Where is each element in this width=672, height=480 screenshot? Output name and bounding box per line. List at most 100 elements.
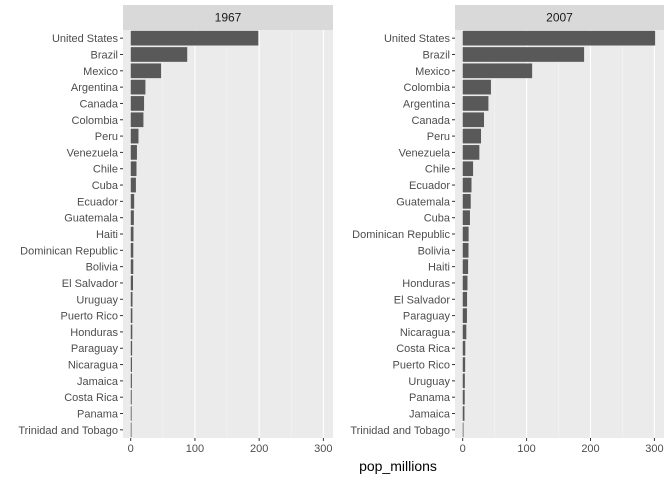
category-label: Peru: [95, 131, 118, 143]
facet-strip-label-0: 1967: [215, 11, 242, 25]
panel-background-0: [123, 30, 333, 438]
category-label: Argentina: [403, 98, 451, 110]
bar: [462, 210, 470, 226]
bar: [130, 373, 132, 389]
category-label: Uruguay: [408, 376, 450, 388]
category-label: Dominican Republic: [20, 245, 118, 257]
bar: [462, 145, 480, 160]
category-label: Jamaica: [77, 376, 119, 388]
bar: [462, 194, 471, 209]
bar: [130, 177, 136, 193]
bar: [462, 47, 585, 62]
x-tick-label: 300: [314, 443, 332, 455]
bar: [130, 112, 144, 128]
bar: [130, 357, 132, 372]
category-label: Mexico: [415, 66, 450, 78]
category-label: Cuba: [92, 180, 119, 192]
category-label: Ecuador: [77, 196, 118, 208]
bar: [462, 161, 474, 177]
bar: [462, 128, 482, 144]
bar: [462, 422, 464, 438]
bar: [462, 275, 468, 291]
category-label: Chile: [93, 164, 118, 176]
bar: [130, 406, 132, 421]
facet-strip-1: [455, 5, 664, 30]
category-label: Bolivia: [86, 262, 119, 274]
bar: [462, 63, 533, 79]
category-label: Colombia: [72, 115, 119, 127]
category-label: El Salvador: [394, 294, 451, 306]
category-label: Uruguay: [76, 294, 118, 306]
category-label: El Salvador: [62, 278, 119, 290]
bar: [130, 30, 259, 46]
x-tick-label: 0: [128, 443, 134, 455]
bar: [462, 373, 465, 389]
category-label: United States: [52, 33, 119, 45]
category-label: Costa Rica: [64, 392, 119, 404]
bar: [130, 161, 137, 177]
bar: [130, 96, 145, 111]
category-label: Brazil: [90, 49, 118, 61]
bar: [462, 324, 467, 340]
category-label: Guatemala: [64, 213, 119, 225]
x-tick-label: 0: [460, 443, 466, 455]
x-tick-label: 300: [645, 443, 663, 455]
category-label: Canada: [79, 98, 118, 110]
category-label: Paraguay: [71, 343, 119, 355]
bar: [130, 275, 134, 291]
category-label: Haiti: [428, 262, 450, 274]
bar: [130, 128, 139, 144]
bar: [462, 177, 472, 193]
category-label: Puerto Rico: [393, 360, 450, 372]
category-label: Mexico: [83, 66, 118, 78]
category-label: Cuba: [424, 213, 451, 225]
category-label: Guatemala: [396, 196, 451, 208]
category-label: Trinidad and Tobago: [18, 425, 118, 437]
bar: [462, 340, 466, 356]
category-label: Honduras: [402, 278, 450, 290]
bar: [130, 422, 132, 438]
category-label: Ecuador: [409, 180, 450, 192]
category-label: Venezuela: [399, 147, 451, 159]
bar: [462, 406, 465, 421]
bar: [130, 389, 132, 405]
category-label: Bolivia: [418, 245, 451, 257]
bar: [130, 242, 134, 258]
category-label: Nicaragua: [400, 327, 451, 339]
category-label: Argentina: [71, 82, 119, 94]
category-label: Honduras: [70, 327, 118, 339]
bar: [462, 291, 468, 307]
category-label: Panama: [77, 409, 119, 421]
category-label: Trinidad and Tobago: [350, 425, 450, 437]
category-label: Brazil: [422, 49, 450, 61]
category-label: Jamaica: [409, 409, 451, 421]
x-axis-title: pop_millions: [359, 458, 437, 474]
category-label: Haiti: [96, 229, 118, 241]
category-label: Venezuela: [67, 147, 119, 159]
category-label: Peru: [427, 131, 450, 143]
x-tick-label: 200: [250, 443, 268, 455]
bar: [462, 357, 466, 372]
category-label: Paraguay: [403, 311, 451, 323]
x-tick-label: 100: [186, 443, 204, 455]
bar: [130, 226, 134, 242]
bar: [130, 324, 133, 340]
bar: [130, 259, 134, 274]
bar: [462, 79, 491, 95]
bar: [462, 308, 467, 323]
bar: [130, 145, 137, 160]
bar: [130, 210, 134, 226]
category-label: Colombia: [404, 82, 451, 94]
facet-strip-0: [123, 5, 333, 30]
bar: [462, 259, 469, 274]
category-label: Nicaragua: [68, 360, 119, 372]
bar: [130, 194, 135, 209]
category-label: Panama: [409, 392, 451, 404]
bar: [130, 308, 133, 323]
x-tick-label: 200: [581, 443, 599, 455]
bar: [462, 389, 465, 405]
bar: [130, 63, 162, 79]
bar: [462, 226, 469, 242]
bar: [462, 30, 656, 46]
